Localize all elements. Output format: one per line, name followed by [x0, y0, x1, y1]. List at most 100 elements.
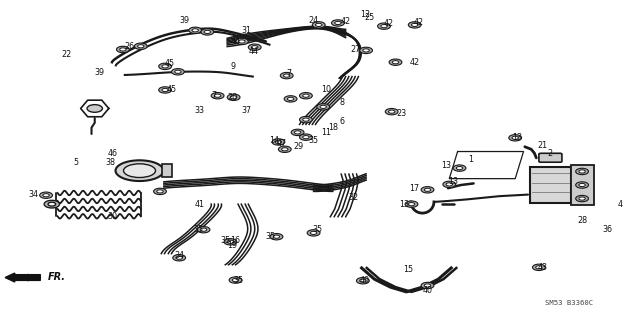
Circle shape	[280, 72, 293, 79]
Circle shape	[200, 228, 207, 231]
Circle shape	[239, 40, 245, 43]
Text: 6: 6	[339, 117, 344, 126]
Circle shape	[421, 282, 434, 289]
Text: 35: 35	[265, 232, 275, 241]
Text: 10: 10	[321, 85, 332, 94]
Circle shape	[278, 146, 291, 152]
Text: 19: 19	[227, 241, 237, 250]
Circle shape	[509, 135, 522, 141]
Circle shape	[536, 266, 542, 269]
Text: 22: 22	[61, 50, 72, 59]
Text: 27: 27	[351, 45, 361, 54]
Text: 44: 44	[230, 37, 241, 46]
Text: 45: 45	[166, 85, 177, 94]
Circle shape	[48, 202, 56, 206]
Text: 42: 42	[414, 18, 424, 27]
Circle shape	[232, 278, 239, 282]
Text: 36: 36	[603, 225, 613, 234]
Circle shape	[282, 148, 288, 151]
Circle shape	[197, 226, 210, 233]
Circle shape	[252, 46, 258, 49]
Text: 44: 44	[248, 47, 259, 56]
Text: 35: 35	[312, 225, 323, 234]
Circle shape	[360, 279, 366, 282]
Text: 47: 47	[277, 139, 287, 148]
Text: 32: 32	[349, 193, 359, 202]
Circle shape	[300, 116, 312, 123]
Text: 28: 28	[577, 216, 588, 225]
Circle shape	[157, 190, 163, 193]
Circle shape	[512, 136, 518, 139]
Circle shape	[307, 230, 320, 236]
Circle shape	[236, 38, 248, 45]
Circle shape	[248, 44, 261, 50]
Text: 42: 42	[340, 17, 351, 26]
Text: 21: 21	[538, 141, 548, 150]
Text: 26: 26	[125, 42, 135, 51]
Circle shape	[303, 94, 309, 97]
Circle shape	[40, 192, 52, 198]
Text: 9: 9	[230, 63, 236, 71]
Circle shape	[312, 22, 325, 28]
Circle shape	[120, 48, 126, 51]
Text: 34: 34	[175, 251, 185, 260]
Circle shape	[162, 65, 168, 68]
Text: 45: 45	[165, 59, 175, 68]
Circle shape	[424, 284, 431, 287]
Circle shape	[275, 140, 282, 144]
Circle shape	[176, 256, 182, 259]
Circle shape	[172, 69, 184, 75]
Circle shape	[173, 255, 186, 261]
Circle shape	[272, 139, 285, 145]
Text: 29: 29	[293, 142, 303, 151]
Text: 42: 42	[410, 58, 420, 67]
Text: 31: 31	[242, 26, 252, 35]
Text: 35: 35	[193, 225, 204, 234]
Text: 8: 8	[339, 98, 344, 107]
Text: 13: 13	[442, 161, 452, 170]
Text: 42: 42	[384, 19, 394, 28]
Circle shape	[576, 195, 588, 202]
Circle shape	[360, 47, 372, 54]
Text: 23: 23	[397, 109, 407, 118]
Circle shape	[43, 194, 49, 197]
Text: 16: 16	[230, 236, 241, 245]
Text: 41: 41	[195, 200, 205, 209]
Text: FR.: FR.	[48, 272, 66, 282]
Circle shape	[356, 278, 369, 284]
Text: 30: 30	[107, 212, 117, 221]
Circle shape	[87, 105, 102, 112]
Text: 43: 43	[538, 263, 548, 272]
Text: 12: 12	[360, 10, 370, 19]
Circle shape	[532, 264, 545, 271]
Circle shape	[453, 165, 466, 171]
Text: 14: 14	[269, 136, 279, 145]
Text: 11: 11	[321, 128, 332, 137]
Text: 1: 1	[468, 155, 474, 164]
Text: 2: 2	[547, 149, 552, 158]
Circle shape	[214, 94, 221, 97]
Text: 13: 13	[448, 177, 458, 186]
Circle shape	[211, 93, 224, 99]
Circle shape	[388, 110, 395, 113]
Circle shape	[389, 59, 402, 65]
Circle shape	[335, 21, 341, 25]
Text: 40: 40	[360, 276, 370, 285]
Circle shape	[273, 235, 280, 238]
Circle shape	[224, 239, 237, 245]
Circle shape	[310, 231, 317, 234]
Circle shape	[284, 74, 290, 77]
Text: 18: 18	[328, 123, 339, 132]
Circle shape	[270, 234, 283, 240]
Circle shape	[162, 88, 168, 92]
FancyArrow shape	[5, 273, 40, 282]
Text: 38: 38	[106, 158, 116, 167]
Circle shape	[579, 197, 585, 200]
Text: 7: 7	[287, 69, 292, 78]
Circle shape	[412, 23, 418, 26]
Circle shape	[154, 188, 166, 195]
Text: 40: 40	[422, 286, 433, 295]
Text: 25: 25	[365, 13, 375, 22]
Text: 5: 5	[74, 158, 79, 167]
FancyBboxPatch shape	[162, 164, 172, 177]
